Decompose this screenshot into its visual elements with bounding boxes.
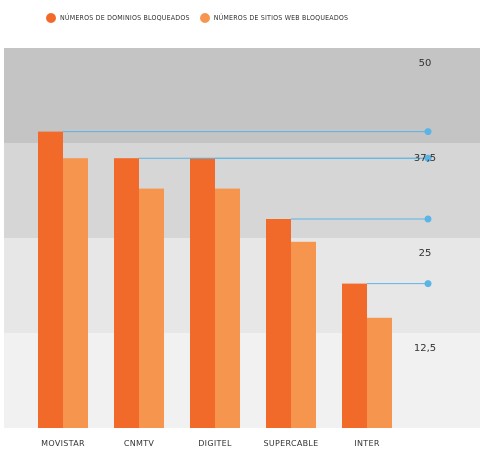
y-tick-label-3: 50	[419, 58, 432, 69]
legend-swatch-dominios	[46, 13, 56, 23]
leader-marker-digitel	[424, 154, 432, 162]
bar-cnmtv-series-2	[139, 188, 164, 428]
x-tick-label-supercable: SUPERCABLE	[263, 439, 318, 448]
bar-movistar-series-1	[38, 131, 63, 428]
bar-digitel-series-2	[215, 188, 240, 428]
x-tick-label-digitel: DIGITEL	[198, 439, 232, 448]
background-band-3	[4, 48, 480, 143]
bar-supercable-series-1	[266, 219, 291, 428]
legend-swatch-sitios	[199, 13, 210, 23]
leader-marker-supercable	[424, 215, 432, 223]
legend-label-dominios: NÚMEROS DE DOMINIOS BLOQUEADOS	[60, 14, 190, 22]
x-tick-label-inter: INTER	[354, 439, 379, 448]
legend-label-sitios: NÚMEROS DE SITIOS WEB BLOQUEADOS	[213, 14, 349, 22]
bar-movistar-series-2	[63, 158, 88, 428]
y-tick-label-2: 37,5	[414, 153, 436, 164]
bar-cnmtv-series-1	[114, 158, 139, 428]
x-tick-label-cnmtv: CNMTV	[124, 439, 155, 448]
leader-marker-movistar	[424, 128, 432, 136]
y-tick-label-1: 25	[419, 248, 432, 259]
legend-item-sitios: NÚMEROS DE SITIOS WEB BLOQUEADOS	[199, 13, 349, 23]
leader-marker-inter	[424, 280, 432, 288]
bar-digitel-series-1	[190, 158, 215, 428]
chart-legend: NÚMEROS DE DOMINIOS BLOQUEADOS NÚMEROS D…	[46, 10, 358, 26]
legend-item-dominios: NÚMEROS DE DOMINIOS BLOQUEADOS	[46, 13, 190, 23]
bar-supercable-series-2	[291, 241, 316, 428]
bar-inter-series-2	[367, 317, 392, 428]
y-tick-label-0: 12,5	[414, 343, 436, 354]
x-tick-label-movistar: MOVISTAR	[41, 439, 85, 448]
bar-inter-series-1	[342, 283, 367, 428]
